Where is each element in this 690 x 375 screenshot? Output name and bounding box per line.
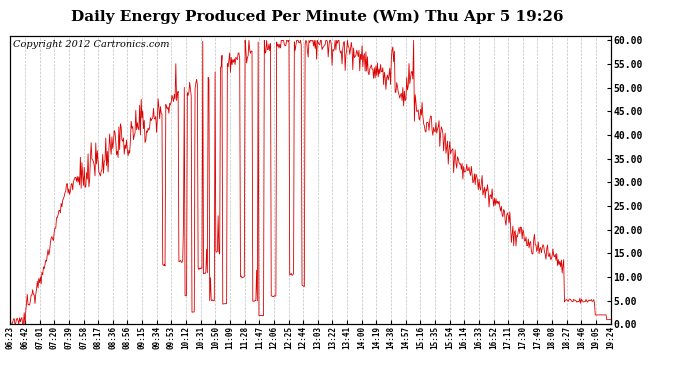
Text: Daily Energy Produced Per Minute (Wm) Thu Apr 5 19:26: Daily Energy Produced Per Minute (Wm) Th… (71, 9, 564, 24)
Text: Copyright 2012 Cartronics.com: Copyright 2012 Cartronics.com (13, 40, 170, 49)
